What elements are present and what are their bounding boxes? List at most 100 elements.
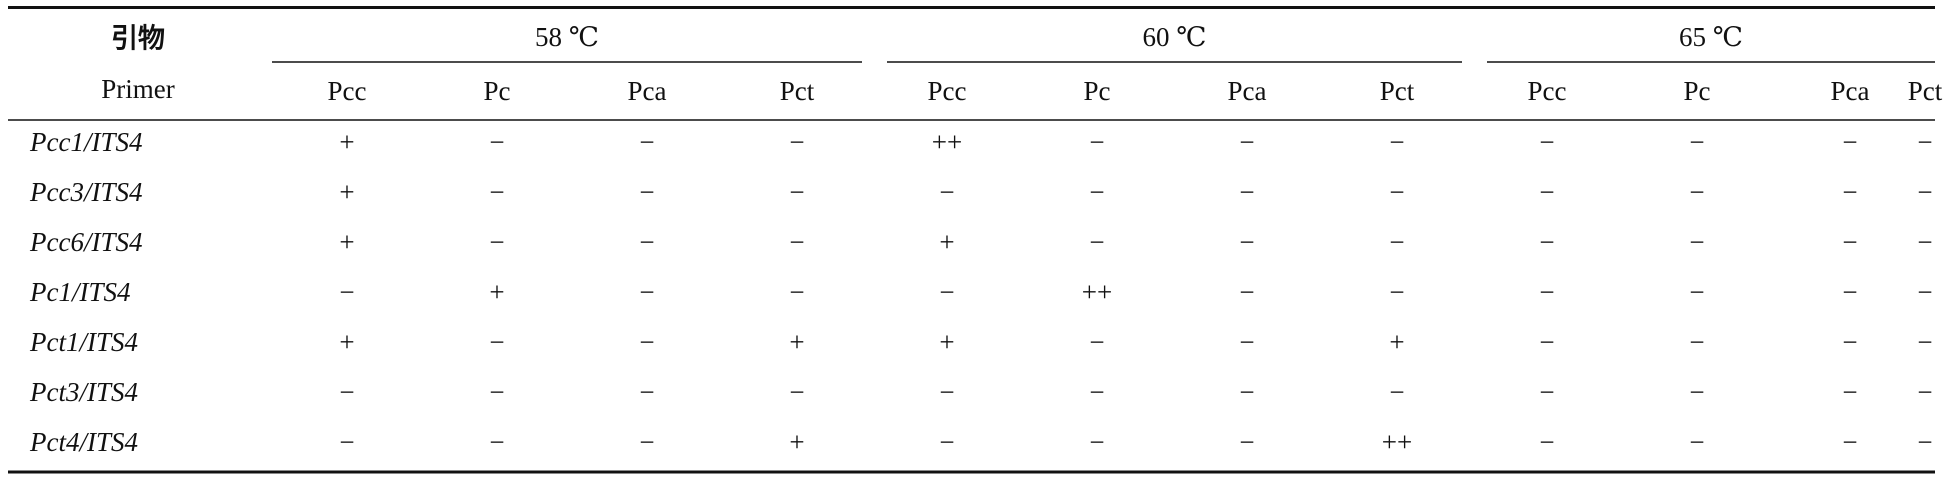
cell: − bbox=[1689, 427, 1704, 457]
cell: − bbox=[1917, 127, 1932, 157]
cell: − bbox=[1539, 327, 1554, 357]
cell: − bbox=[1089, 227, 1104, 257]
cell: + bbox=[339, 177, 354, 207]
cell: + bbox=[939, 227, 954, 257]
cell: ++ bbox=[1082, 277, 1112, 307]
cell: − bbox=[1842, 177, 1857, 207]
primer-name: Pc1/ITS4 bbox=[29, 277, 131, 307]
cell: − bbox=[1089, 377, 1104, 407]
column-header: Pc bbox=[1084, 76, 1111, 106]
cell: − bbox=[1239, 427, 1254, 457]
column-header: Pct bbox=[1380, 76, 1415, 106]
cell: − bbox=[1917, 327, 1932, 357]
cell: − bbox=[1689, 127, 1704, 157]
cell: − bbox=[639, 377, 654, 407]
column-header: Pca bbox=[1228, 76, 1267, 106]
cell: − bbox=[1239, 127, 1254, 157]
cell: − bbox=[639, 127, 654, 157]
cell: − bbox=[1689, 327, 1704, 357]
cell: + bbox=[489, 277, 504, 307]
cell: − bbox=[1239, 177, 1254, 207]
cell: − bbox=[1917, 377, 1932, 407]
cell: ++ bbox=[1382, 427, 1412, 457]
cell: − bbox=[1689, 177, 1704, 207]
column-header: Pc bbox=[1684, 76, 1711, 106]
column-header: Pcc bbox=[928, 76, 967, 106]
cell: − bbox=[1389, 277, 1404, 307]
cell: − bbox=[1239, 327, 1254, 357]
cell: − bbox=[1239, 227, 1254, 257]
cell: − bbox=[939, 177, 954, 207]
column-header: Pcc bbox=[1528, 76, 1567, 106]
cell: − bbox=[1689, 377, 1704, 407]
cell: − bbox=[489, 177, 504, 207]
cell: − bbox=[789, 177, 804, 207]
column-header: Pct bbox=[780, 76, 815, 106]
cell: − bbox=[939, 377, 954, 407]
primer-name: Pct4/ITS4 bbox=[29, 427, 138, 457]
cell: − bbox=[1389, 227, 1404, 257]
group-label: 60 ℃ bbox=[1143, 22, 1207, 52]
primer-header-en: Primer bbox=[101, 74, 175, 104]
cell: − bbox=[339, 277, 354, 307]
cell: − bbox=[1842, 277, 1857, 307]
cell: − bbox=[789, 127, 804, 157]
cell: − bbox=[639, 177, 654, 207]
cell: − bbox=[1539, 427, 1554, 457]
group-label: 58 ℃ bbox=[535, 22, 599, 52]
cell: − bbox=[639, 427, 654, 457]
cell: − bbox=[1689, 227, 1704, 257]
cell: − bbox=[789, 377, 804, 407]
cell: − bbox=[489, 127, 504, 157]
cell: − bbox=[939, 277, 954, 307]
cell: − bbox=[1917, 277, 1932, 307]
cell: + bbox=[339, 327, 354, 357]
cell: ++ bbox=[932, 127, 962, 157]
cell: − bbox=[789, 227, 804, 257]
cell: − bbox=[1539, 377, 1554, 407]
primer-name: Pct3/ITS4 bbox=[29, 377, 138, 407]
cell: − bbox=[489, 427, 504, 457]
cell: − bbox=[1842, 227, 1857, 257]
cell: − bbox=[489, 227, 504, 257]
cell: + bbox=[939, 327, 954, 357]
cell: − bbox=[1842, 127, 1857, 157]
cell: − bbox=[1239, 377, 1254, 407]
group-label: 65 ℃ bbox=[1679, 22, 1743, 52]
cell: − bbox=[1917, 427, 1932, 457]
cell: − bbox=[1539, 227, 1554, 257]
cell: + bbox=[339, 127, 354, 157]
primer-name: Pcc3/ITS4 bbox=[29, 177, 142, 207]
cell: − bbox=[1689, 277, 1704, 307]
cell: − bbox=[1089, 327, 1104, 357]
cell: + bbox=[789, 427, 804, 457]
cell: − bbox=[1089, 127, 1104, 157]
cell: − bbox=[639, 227, 654, 257]
cell: − bbox=[1389, 127, 1404, 157]
cell: − bbox=[1239, 277, 1254, 307]
column-header: Pca bbox=[628, 76, 667, 106]
cell: + bbox=[789, 327, 804, 357]
cell: − bbox=[1539, 177, 1554, 207]
cell: − bbox=[639, 277, 654, 307]
cell: − bbox=[1842, 327, 1857, 357]
column-header: Pc bbox=[484, 76, 511, 106]
cell: + bbox=[1389, 327, 1404, 357]
cell: − bbox=[1389, 177, 1404, 207]
cell: − bbox=[1089, 427, 1104, 457]
column-header: Pcc bbox=[328, 76, 367, 106]
primer-header-cn: 引物 bbox=[111, 24, 165, 55]
column-header: Pct bbox=[1908, 76, 1943, 106]
cell: − bbox=[1917, 227, 1932, 257]
primer-name: Pcc1/ITS4 bbox=[29, 127, 142, 157]
cell: − bbox=[1389, 377, 1404, 407]
cell: − bbox=[1089, 177, 1104, 207]
primer-name: Pcc6/ITS4 bbox=[29, 227, 142, 257]
cell: − bbox=[939, 427, 954, 457]
primer-name: Pct1/ITS4 bbox=[29, 327, 138, 357]
cell: − bbox=[1917, 177, 1932, 207]
cell: − bbox=[1842, 377, 1857, 407]
cell: − bbox=[1842, 427, 1857, 457]
cell: − bbox=[489, 377, 504, 407]
